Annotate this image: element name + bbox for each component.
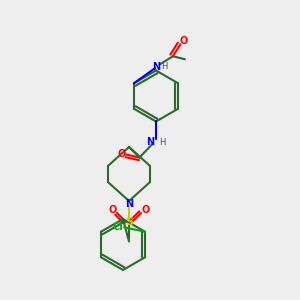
Text: H: H	[159, 138, 165, 147]
Text: Cl: Cl	[113, 222, 124, 232]
Text: O: O	[117, 149, 126, 160]
Text: S: S	[125, 217, 133, 227]
Text: O: O	[108, 205, 117, 215]
Text: H: H	[161, 62, 167, 71]
Text: O: O	[141, 205, 150, 215]
Text: N: N	[146, 137, 154, 148]
Text: N: N	[152, 62, 160, 72]
Text: N: N	[125, 199, 133, 209]
Text: O: O	[179, 36, 188, 46]
